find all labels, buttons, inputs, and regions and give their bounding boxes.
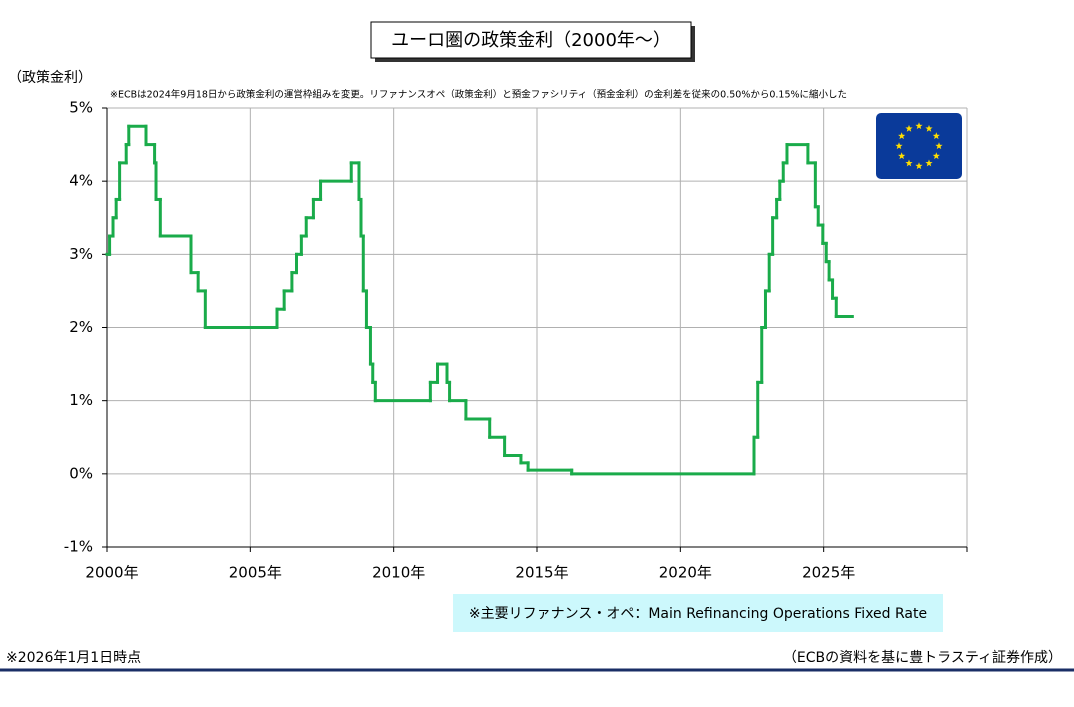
x-tick-label: 2000年 bbox=[85, 564, 138, 582]
x-tick-label: 2005年 bbox=[229, 564, 282, 582]
y-tick-label: 5% bbox=[69, 99, 93, 117]
flag-star bbox=[932, 132, 940, 140]
x-tick-label: 2010年 bbox=[372, 564, 425, 582]
flag-star bbox=[905, 124, 913, 132]
flag-star bbox=[898, 132, 906, 140]
source: （ECBの資料を基に豊トラスティ証券作成） bbox=[783, 649, 1062, 666]
chart-title: ユーロ圏の政策金利（2000年～） bbox=[391, 30, 671, 51]
title-box bbox=[370, 21, 692, 59]
note: ※ECBは2024年9月18日から政策金利の運営枠組みを変更。リファナンスオペ（… bbox=[110, 89, 847, 101]
flag-star bbox=[925, 159, 933, 167]
flag-star bbox=[915, 122, 923, 130]
flag-field bbox=[876, 113, 962, 179]
y-tick-label: -1% bbox=[64, 538, 93, 556]
legend-label: ※主要リファナンス・オペ：Main Refinancing Operations… bbox=[469, 606, 927, 622]
x-tick-label: 2020年 bbox=[659, 564, 712, 582]
y-tick-label: 4% bbox=[69, 172, 93, 190]
flag-star bbox=[898, 152, 906, 160]
flag-star bbox=[915, 162, 923, 170]
y-tick-label: 2% bbox=[69, 318, 93, 336]
x-tick-label: 2025年 bbox=[802, 564, 855, 582]
legend-box bbox=[453, 594, 943, 632]
y-axis-label: （政策金利） bbox=[8, 69, 92, 86]
flag-star bbox=[895, 142, 903, 150]
y-tick-label: 1% bbox=[69, 391, 93, 409]
y-tick-label: 3% bbox=[69, 245, 93, 263]
footnote: ※2026年1月1日時点 bbox=[6, 650, 141, 666]
flag-star bbox=[905, 159, 913, 167]
x-tick-label: 2015年 bbox=[515, 564, 568, 582]
flag bbox=[876, 113, 962, 179]
flag-star bbox=[925, 124, 933, 132]
flag-star bbox=[932, 152, 940, 160]
flag-star bbox=[935, 142, 943, 150]
y-tick-label: 0% bbox=[69, 464, 93, 482]
